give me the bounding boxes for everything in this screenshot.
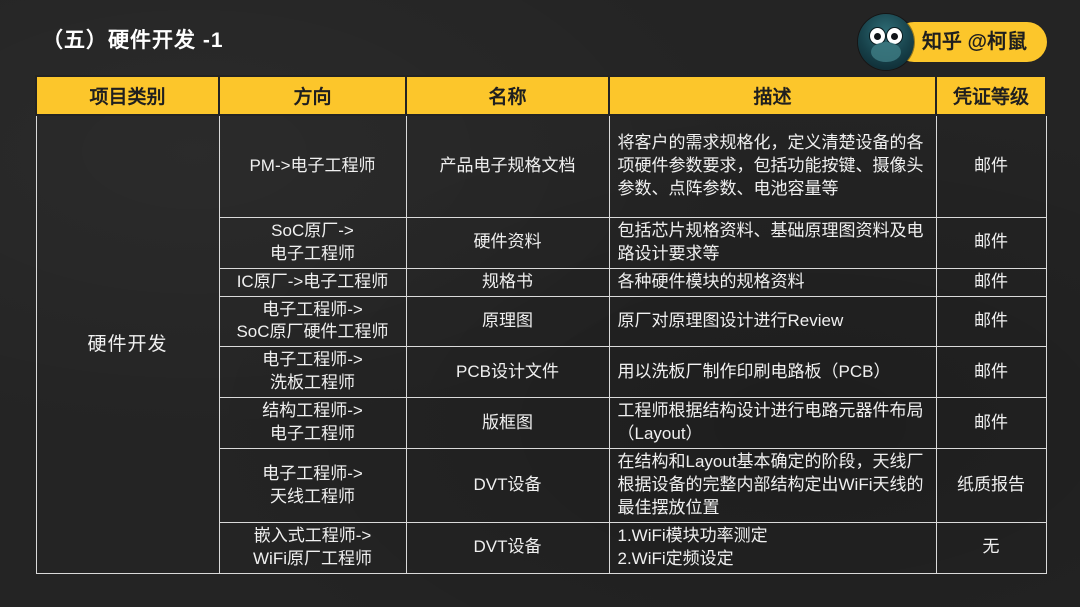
column-header-name: 名称	[405, 75, 610, 116]
table-row: 电子工程师-> 洗板工程师 PCB设计文件 用以洗板厂制作印刷电路板（PCB） …	[36, 346, 1047, 399]
description-cell: 1.WiFi模块功率测定 2.WiFi定频设定	[608, 521, 937, 574]
page-title: （五）硬件开发 -1	[42, 29, 224, 52]
direction-cell: IC原厂->电子工程师	[218, 267, 407, 297]
table-row: IC原厂->电子工程师 规格书 各种硬件模块的规格资料 邮件	[36, 267, 1047, 297]
direction-cell: 结构工程师-> 电子工程师	[218, 397, 407, 450]
header-row: 项目类别 方向 名称 描述 凭证等级	[35, 75, 1047, 116]
direction-cell: 电子工程师-> SoC原厂硬件工程师	[218, 295, 407, 348]
credential-cell: 无	[935, 521, 1047, 574]
name-cell: 版框图	[405, 397, 610, 450]
table-row: SoC原厂-> 电子工程师 硬件资料 包括芯片规格资料、基础原理图资料及电路设计…	[36, 216, 1047, 269]
description-cell: 工程师根据结构设计进行电路元器件布局（Layout）	[608, 397, 937, 450]
table-row: 电子工程师-> 天线工程师 DVT设备 在结构和Layout基本确定的阶段，天线…	[36, 448, 1047, 523]
column-header-credential: 凭证等级	[935, 75, 1047, 116]
direction-cell: 嵌入式工程师-> WiFi原厂工程师	[218, 521, 407, 574]
name-cell: 硬件资料	[405, 216, 610, 269]
avatar-eye-icon	[885, 27, 903, 45]
direction-cell: 电子工程师-> 天线工程师	[218, 448, 407, 523]
table-row: 嵌入式工程师-> WiFi原厂工程师 DVT设备 1.WiFi模块功率测定 2.…	[36, 521, 1047, 574]
avatar-muzzle	[870, 42, 901, 62]
direction-cell: PM->电子工程师	[218, 114, 407, 218]
category-cell: 硬件开发	[35, 114, 220, 574]
description-cell: 原厂对原理图设计进行Review	[608, 295, 937, 348]
description-cell: 各种硬件模块的规格资料	[608, 267, 937, 297]
avatar	[857, 14, 914, 70]
table-row: 结构工程师-> 电子工程师 版框图 工程师根据结构设计进行电路元器件布局（Lay…	[36, 397, 1047, 450]
zhihu-badge: 知乎 @柯鼠	[857, 14, 1047, 70]
description-cell: 将客户的需求规格化，定义清楚设备的各项硬件参数要求，包括功能按键、摄像头参数、点…	[608, 114, 937, 218]
column-header-category: 项目类别	[35, 75, 220, 116]
hardware-dev-table: 项目类别 方向 名称 描述 凭证等级 硬件开发 PM->电子工程师 产品电子规格…	[35, 75, 1047, 574]
name-cell: 原理图	[405, 295, 610, 348]
column-header-description: 描述	[608, 75, 937, 116]
credential-cell: 邮件	[935, 216, 1047, 269]
name-cell: 规格书	[405, 267, 610, 297]
credential-cell: 纸质报告	[935, 448, 1047, 523]
direction-cell: SoC原厂-> 电子工程师	[218, 216, 407, 269]
name-cell: DVT设备	[405, 448, 610, 523]
credential-cell: 邮件	[935, 397, 1047, 450]
table-row: 硬件开发 PM->电子工程师 产品电子规格文档 将客户的需求规格化，定义清楚设备…	[35, 114, 1047, 574]
badge-label: 知乎 @柯鼠	[893, 22, 1047, 62]
credential-cell: 邮件	[935, 295, 1047, 348]
name-cell: DVT设备	[405, 521, 610, 574]
description-cell: 用以洗板厂制作印刷电路板（PCB）	[608, 346, 937, 399]
credential-cell: 邮件	[935, 114, 1047, 218]
top-bar: （五）硬件开发 -1 知乎 @柯鼠	[0, 0, 1080, 72]
column-header-direction: 方向	[218, 75, 407, 116]
table-row: 电子工程师-> SoC原厂硬件工程师 原理图 原厂对原理图设计进行Review …	[36, 295, 1047, 348]
direction-cell: 电子工程师-> 洗板工程师	[218, 346, 407, 399]
name-cell: PCB设计文件	[405, 346, 610, 399]
name-cell: 产品电子规格文档	[405, 114, 610, 218]
description-cell: 包括芯片规格资料、基础原理图资料及电路设计要求等	[608, 216, 937, 269]
credential-cell: 邮件	[935, 267, 1047, 297]
description-cell: 在结构和Layout基本确定的阶段，天线厂根据设备的完整内部结构定出WiFi天线…	[608, 448, 937, 523]
credential-cell: 邮件	[935, 346, 1047, 399]
